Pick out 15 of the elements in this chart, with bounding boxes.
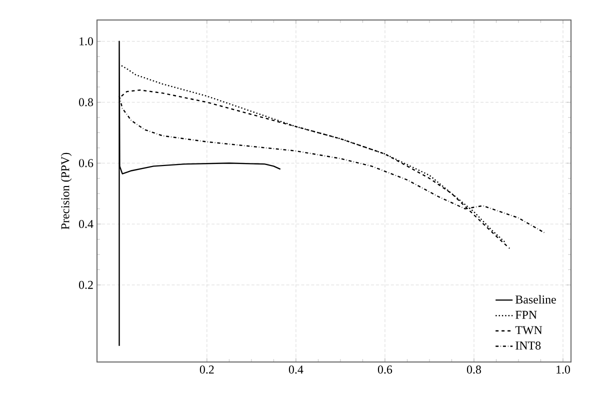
x-tick-label: 0.6 — [378, 366, 392, 374]
y-axis-title: Precision (PPV) — [60, 152, 72, 230]
x-tick-label: 0.4 — [288, 366, 304, 374]
y-tick-label: 0.8 — [78, 98, 94, 106]
legend-label: FPN — [516, 310, 537, 319]
x-tick-label: 1.0 — [556, 366, 570, 374]
y-tick-label: 0.6 — [78, 159, 94, 168]
y-tick-label: 1.0 — [80, 37, 94, 46]
x-tick-label: 0.8 — [466, 366, 481, 374]
legend-label: TWN — [515, 326, 542, 334]
legend-label: Baseline — [516, 295, 556, 304]
y-tick-label: 0.4 — [78, 220, 94, 228]
y-tick-label: 0.2 — [78, 280, 93, 290]
legend-label: INT8 — [516, 342, 541, 350]
x-tick-label: 0.2 — [200, 366, 214, 374]
